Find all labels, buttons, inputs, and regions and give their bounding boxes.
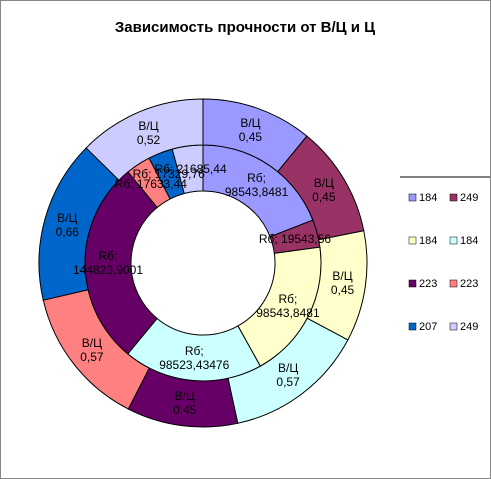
legend-swatch bbox=[449, 193, 458, 202]
legend-label: 249 bbox=[460, 192, 479, 204]
data-label: В/Ц 0,45 bbox=[238, 116, 263, 145]
data-label: Rб; 17633,44 bbox=[114, 176, 187, 191]
data-label: Rб; 98523,43476 bbox=[159, 343, 230, 372]
data-label: Rб; 98543,8481 bbox=[224, 170, 289, 199]
chart-title: Зависимость прочности от В/Ц и Ц bbox=[115, 19, 375, 36]
legend-label: 223 bbox=[460, 278, 479, 290]
data-label: В/Ц 0,57 bbox=[276, 361, 300, 390]
legend-label: 207 bbox=[419, 321, 438, 333]
legend-swatch bbox=[408, 236, 417, 245]
legend-swatch bbox=[408, 322, 417, 331]
data-label: В/Ц 0,45 bbox=[173, 388, 197, 417]
legend-swatch bbox=[408, 193, 417, 202]
data-label: В/Ц 0,57 bbox=[80, 335, 104, 364]
data-label: В/Ц 0,52 bbox=[136, 118, 161, 147]
legend-swatch bbox=[449, 322, 458, 331]
doughnut-segment bbox=[85, 98, 204, 181]
legend-label: 249 bbox=[460, 321, 479, 333]
data-label: В/Ц 0,45 bbox=[312, 176, 336, 205]
legend-label: 184 bbox=[419, 192, 438, 204]
data-label: Rб; 98543,8481 bbox=[256, 291, 320, 320]
legend-label: 223 bbox=[419, 278, 438, 290]
data-label: Rб; 19543,56 bbox=[258, 232, 332, 247]
legend-label: 184 bbox=[419, 235, 438, 247]
legend-swatch bbox=[449, 236, 458, 245]
legend-swatch bbox=[408, 279, 417, 288]
data-label: Rб; 17329,76 bbox=[132, 167, 205, 182]
data-label: Rб; 144823,9001 bbox=[72, 248, 144, 277]
legend-swatch bbox=[449, 279, 458, 288]
data-label: Rб; 21685,44 bbox=[154, 161, 227, 176]
data-label: В/Ц 0,45 bbox=[330, 269, 355, 298]
data-label: В/Ц 0,66 bbox=[55, 210, 79, 239]
legend-label: 184 bbox=[460, 235, 479, 247]
